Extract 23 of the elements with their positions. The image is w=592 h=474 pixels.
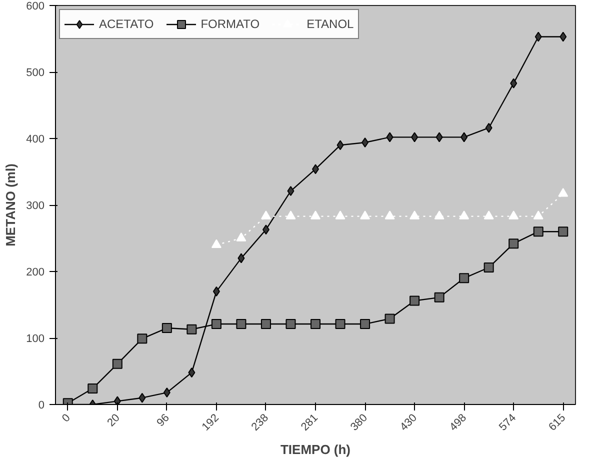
x-axis-title: TIEMPO (h) bbox=[280, 442, 351, 458]
x-tick-label: 96 bbox=[154, 412, 172, 430]
y-tick-label: 400 bbox=[26, 134, 45, 146]
y-tick-label: 500 bbox=[26, 67, 45, 79]
x-tick-label: 281 bbox=[298, 412, 320, 434]
y-tick-label: 100 bbox=[26, 333, 45, 345]
x-tick-label: 574 bbox=[497, 412, 519, 434]
y-tick-label: 200 bbox=[26, 266, 45, 278]
legend-label: FORMATO bbox=[200, 17, 260, 31]
x-tick-label: 615 bbox=[546, 412, 568, 434]
y-tick-label: 0 bbox=[38, 400, 45, 412]
text: ETANOL bbox=[306, 17, 354, 31]
legend-label: ACETATO bbox=[99, 17, 154, 31]
x-tick-label: 430 bbox=[398, 412, 420, 434]
x-tick-label: 20 bbox=[105, 412, 122, 430]
x-tick-label: 498 bbox=[448, 412, 470, 434]
x-tick-label: 0 bbox=[60, 412, 73, 425]
y-tick-label: 600 bbox=[26, 0, 45, 12]
x-tick-label: 238 bbox=[249, 412, 271, 434]
x-tick-label: 192 bbox=[200, 412, 222, 434]
y-axis-title: METANO (ml) bbox=[3, 164, 18, 246]
y-tick-label: 300 bbox=[26, 200, 45, 212]
x-tick-label: 380 bbox=[348, 412, 370, 434]
